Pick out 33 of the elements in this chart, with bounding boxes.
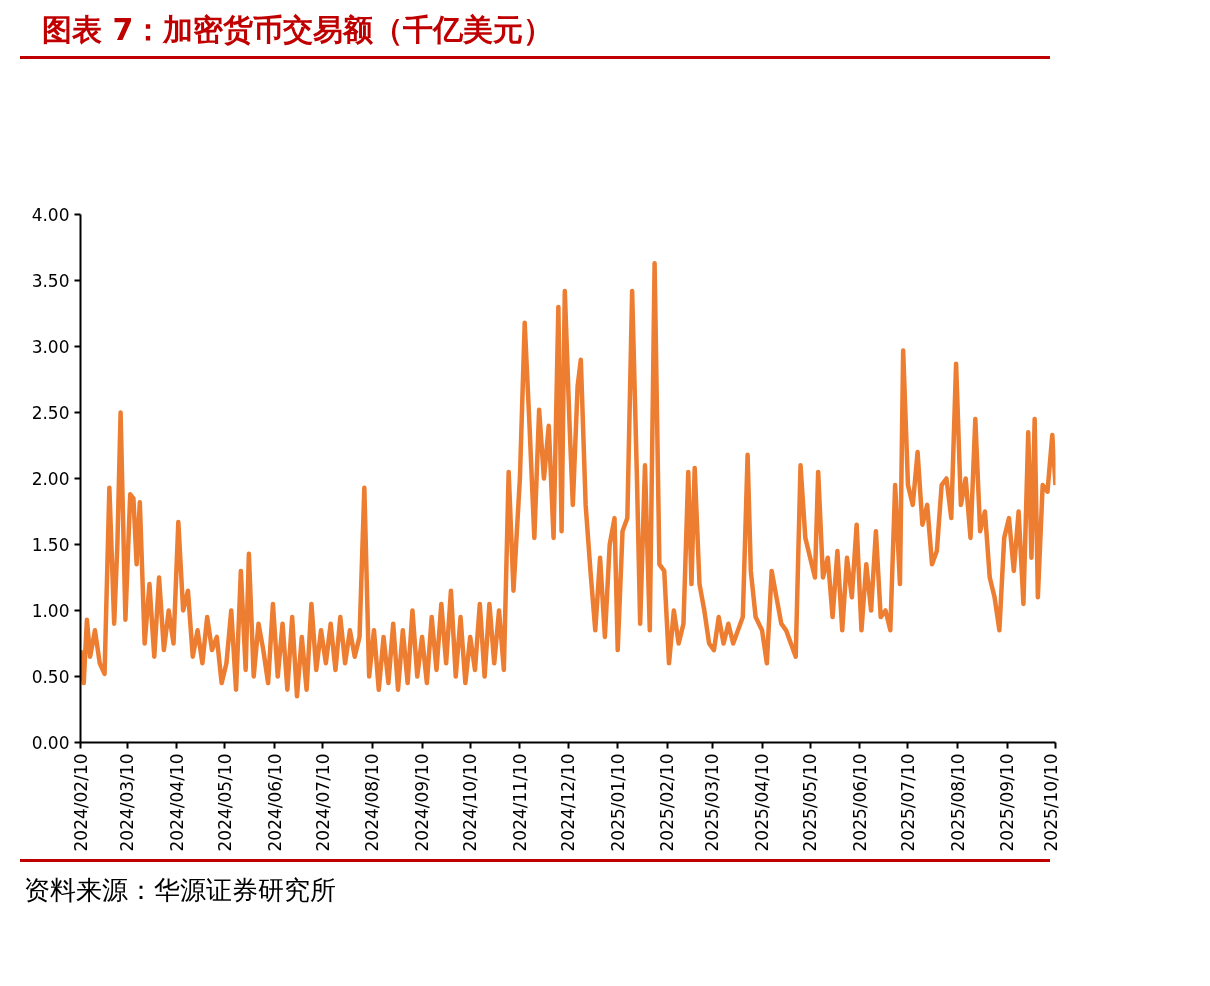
x-tick-label: 2025/09/10 [997,753,1018,852]
x-tick-label: 2024/10/10 [460,753,481,852]
x-tick-label: 2024/02/10 [70,753,91,852]
x-tick-label: 2024/05/10 [214,753,235,852]
x-tick-label: 2024/12/10 [558,753,578,852]
y-tick-label: 2.50 [31,402,70,423]
x-tick-label: 2024/08/10 [362,753,383,852]
y-tick-label: 3.00 [31,336,70,357]
x-tick-label: 2024/03/10 [117,753,137,852]
y-tick-label: 2.00 [31,468,70,489]
x-tick-label: 2024/07/10 [312,753,333,852]
x-tick-label: 2025/03/10 [702,753,723,852]
x-tick-label: 2025/04/10 [752,753,773,852]
y-tick-label: 3.50 [31,270,70,291]
y-tick-label: 0.00 [31,732,70,753]
y-tick-label: 1.50 [31,534,70,555]
line-series [80,260,1056,699]
x-tick-label: 2025/06/10 [849,753,870,852]
y-tick-label: 1.00 [31,600,70,621]
x-tick-label: 2025/07/10 [897,753,918,852]
x-tick-label: 2025/05/10 [800,753,821,852]
chart-title: 图表 7：加密货币交易额（千亿美元） [42,11,554,49]
x-tick-label: 2025/10/10 [1040,753,1061,852]
x-tick-label: 2024/04/10 [166,753,187,852]
text: 资料来源：华源证券研究所 [24,873,336,907]
x-tick-label: 2024/06/10 [264,753,285,852]
x-tick-label: 2024/11/10 [509,753,530,852]
x-tick-label: 2025/02/10 [657,753,678,852]
y-tick-label: 0.50 [31,666,70,687]
x-tick-label: 2024/09/10 [412,753,433,852]
x-tick-label: 2025/01/10 [607,753,628,852]
y-tick-label: 4.00 [31,204,70,225]
x-tick-label: 2025/08/10 [947,753,968,852]
